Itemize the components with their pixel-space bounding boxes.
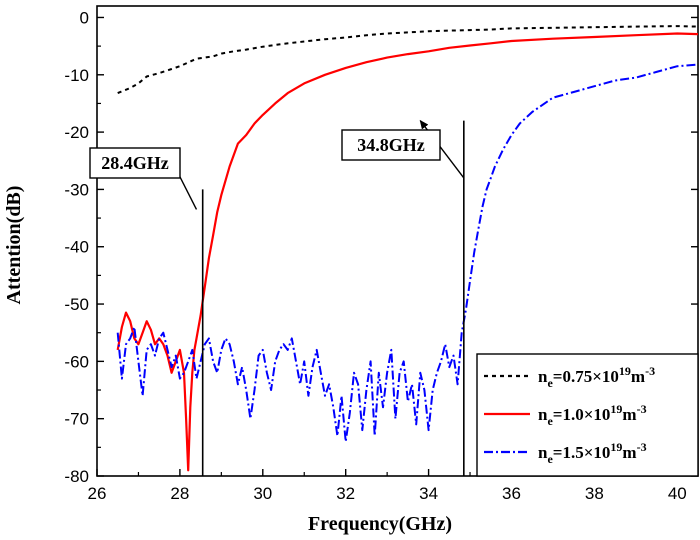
- legend: ne=0.75×1019m-3ne=1.0×1019m-3ne=1.5×1019…: [476, 353, 699, 477]
- y-tick-label: -30: [64, 180, 89, 199]
- y-tick-label: -20: [64, 123, 89, 142]
- x-tick-label: 34: [419, 484, 438, 503]
- y-tick-label: 0: [80, 8, 89, 27]
- x-tick-label: 36: [502, 484, 521, 503]
- legend-part: 19: [619, 364, 631, 378]
- series-line-2: [116, 63, 698, 443]
- plot-frame: [96, 5, 699, 477]
- y-axis-title: Attention(dB): [3, 186, 25, 305]
- legend-label-0: ne=0.75×1019m-3: [538, 364, 655, 390]
- x-tick-label: 28: [170, 484, 189, 503]
- legend-part: m: [622, 443, 636, 462]
- legend-part: -3: [637, 440, 647, 454]
- legend-part: =1.5×10: [553, 443, 611, 462]
- annotation-box-1: [341, 129, 441, 161]
- annotation-label-1: 34.8GHz: [357, 135, 425, 155]
- y-tick-label: -10: [64, 66, 89, 85]
- legend-part: m: [631, 367, 645, 386]
- annotation-label-0: 28.4GHz: [101, 153, 169, 173]
- y-tick-label: -80: [64, 467, 89, 486]
- y-tick-label: -60: [64, 352, 89, 371]
- series-line-1: [116, 32, 698, 472]
- legend-label-1: ne=1.0×1019m-3: [538, 402, 647, 428]
- x-tick-label: 38: [585, 484, 604, 503]
- legend-part: m: [622, 405, 636, 424]
- series-layer: [116, 25, 698, 472]
- y-tick-label: -50: [64, 295, 89, 314]
- legend-label-2: ne=1.5×1019m-3: [538, 440, 647, 466]
- legend-part: -3: [645, 364, 655, 378]
- y-tick-label: -40: [64, 238, 89, 257]
- legend-part: 19: [610, 402, 622, 416]
- x-tick-label: 30: [253, 484, 272, 503]
- y-tick-label: -70: [64, 410, 89, 429]
- legend-part: n: [538, 405, 548, 424]
- legend-part: e: [547, 414, 553, 428]
- x-axis-title: Frequency(GHz): [308, 513, 452, 535]
- x-tick-label: 40: [668, 484, 687, 503]
- legend-part: e: [547, 452, 553, 466]
- y-axis-ticks: 0 -10 -20 -30 -40 -50 -60 -70 -80: [64, 8, 698, 486]
- legend-part: =0.75×10: [553, 367, 619, 386]
- legend-part: n: [538, 443, 548, 462]
- legend-part: -3: [637, 402, 647, 416]
- annotation-box-0: [89, 147, 181, 179]
- legend-part: =1.0×10: [553, 405, 611, 424]
- legend-part: e: [547, 376, 553, 390]
- annotations-layer: 28.4GHz 34.8GHz: [89, 119, 465, 476]
- series-line-0: [117, 25, 698, 95]
- x-tick-label: 32: [336, 484, 355, 503]
- legend-part: 19: [610, 440, 622, 454]
- x-tick-label: 26: [88, 484, 107, 503]
- legend-part: n: [538, 367, 548, 386]
